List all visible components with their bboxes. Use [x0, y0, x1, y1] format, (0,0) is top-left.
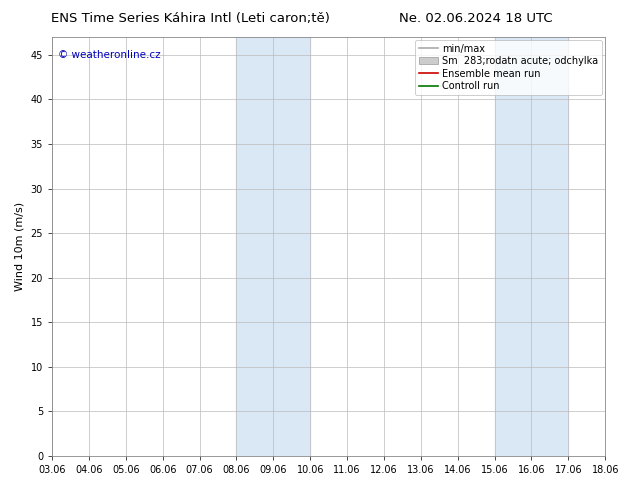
Legend: min/max, Sm  283;rodatn acute; odchylka, Ensemble mean run, Controll run: min/max, Sm 283;rodatn acute; odchylka, … [415, 40, 602, 95]
Bar [236, 37, 310, 456]
Bar [495, 37, 568, 456]
Text: ENS Time Series Káhira Intl (Leti caron;tě): ENS Time Series Káhira Intl (Leti caron;… [51, 12, 330, 25]
Y-axis label: Wind 10m (m/s): Wind 10m (m/s) [15, 202, 25, 291]
Text: Ne. 02.06.2024 18 UTC: Ne. 02.06.2024 18 UTC [399, 12, 552, 25]
Text: © weatheronline.cz: © weatheronline.cz [58, 49, 160, 60]
